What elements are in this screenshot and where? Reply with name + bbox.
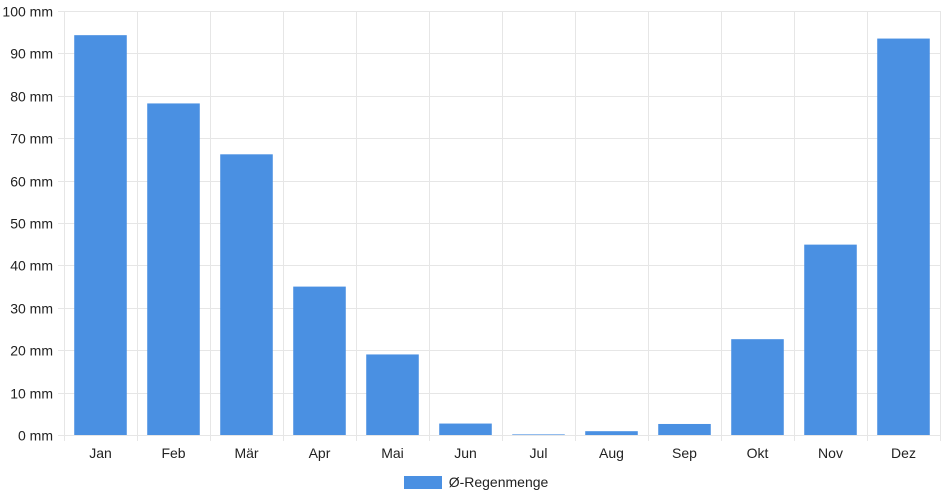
chart-legend: Ø-Regenmenge [0, 472, 952, 492]
legend-swatch [403, 475, 442, 489]
x-tick-label: Dez [891, 445, 916, 461]
y-tick-label: 50 mm [10, 216, 53, 232]
y-tick-label: 90 mm [10, 46, 53, 62]
bar [220, 154, 273, 435]
bar [512, 434, 565, 435]
bar [731, 339, 784, 435]
bar [804, 244, 857, 435]
x-tick-label: Jun [454, 445, 477, 461]
bar [147, 103, 200, 435]
bar [439, 423, 492, 435]
x-tick-label: Okt [747, 445, 769, 461]
bar [658, 423, 711, 435]
legend-label: Ø-Regenmenge [448, 474, 549, 490]
x-tick-label: Aug [599, 445, 624, 461]
x-tick-label: Mär [234, 445, 258, 461]
x-tick-label: Jul [530, 445, 548, 461]
x-tick-label: Jan [89, 445, 112, 461]
y-tick-label: 20 mm [10, 343, 53, 359]
y-tick-label: 30 mm [10, 301, 53, 317]
bar [877, 38, 930, 436]
y-tick-label: 70 mm [10, 131, 53, 147]
x-tick-label: Apr [309, 445, 331, 461]
bar [585, 431, 638, 435]
y-tick-label: 80 mm [10, 89, 53, 105]
x-tick-label: Sep [672, 445, 697, 461]
bar [293, 286, 346, 435]
y-tick-label: 100 mm [2, 4, 53, 20]
x-tick-label: Feb [161, 445, 185, 461]
y-tick-label: 0 mm [18, 428, 53, 444]
y-tick-label: 40 mm [10, 258, 53, 274]
y-tick-label: 60 mm [10, 174, 53, 190]
bar [366, 354, 419, 435]
y-tick-label: 10 mm [10, 386, 53, 402]
x-tick-label: Mai [381, 445, 404, 461]
bar [74, 35, 127, 435]
x-tick-label: Nov [818, 445, 843, 461]
